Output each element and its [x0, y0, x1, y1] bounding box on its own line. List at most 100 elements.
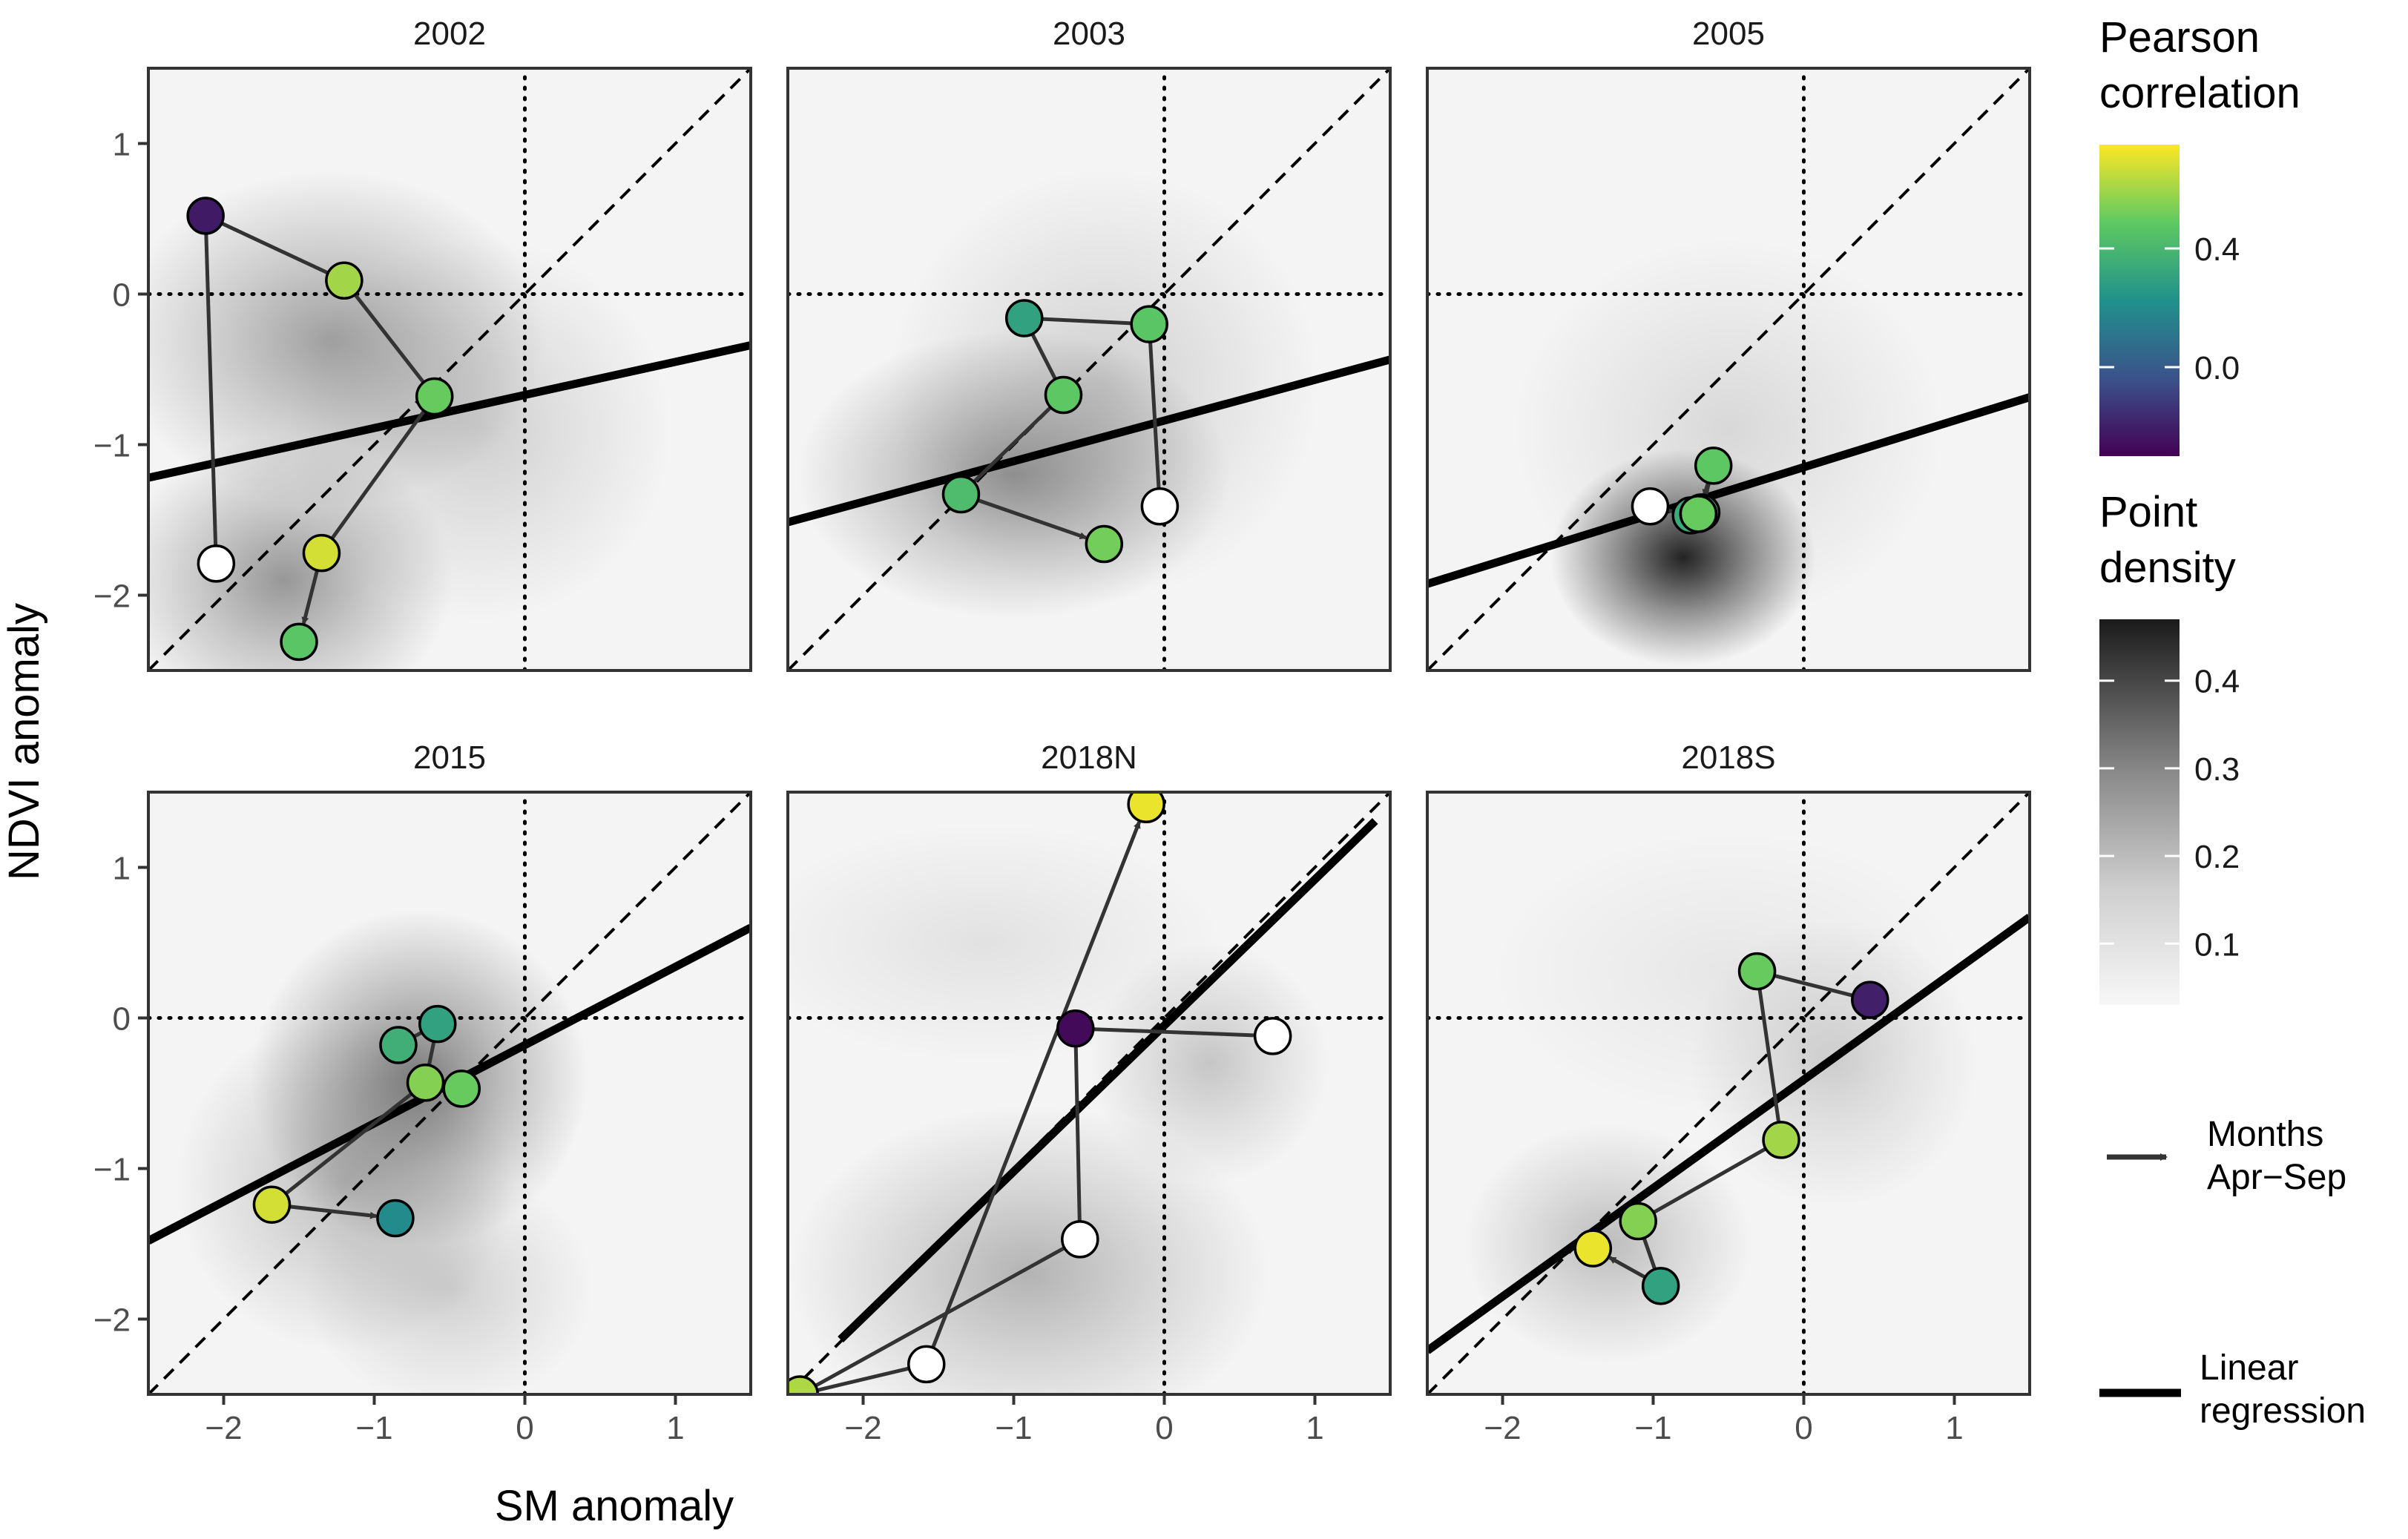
panel-2018S: 2018S −2 −1 0 1: [1426, 739, 2031, 1446]
density-blob: [788, 1105, 1270, 1394]
legend-arrow-label-line2: Apr−Sep: [2207, 1158, 2346, 1197]
month-segment: [1636, 1138, 1783, 1223]
one-to-one-line: [1427, 68, 2030, 670]
color-scale-title-line2: correlation: [2099, 69, 2300, 117]
month-segment: [1073, 1028, 1082, 1239]
month-point: [302, 533, 341, 573]
panels-group: 2002 −2 −1 0 1 2003 2005 2015 −2 −1 0 1 −2 −1 0 1 2018N −…: [93, 16, 2031, 1446]
month-point: [406, 1064, 445, 1102]
panel-border: [1426, 67, 2031, 672]
panel-title: 2005: [1692, 16, 1765, 52]
month-point: [376, 1199, 415, 1238]
month-segment: [1147, 323, 1162, 507]
month-point: [941, 475, 981, 514]
month-point: [1085, 524, 1124, 564]
month-point: [1127, 792, 1165, 823]
y-tick-label: 0: [113, 1001, 131, 1038]
panel-marks: [788, 68, 1390, 670]
panel-marks: [148, 792, 751, 1394]
y-axis-title: NDVI anomaly: [0, 603, 48, 880]
panel-border: [147, 67, 752, 672]
month-point: [1762, 1121, 1800, 1159]
density-tick-label: 0.1: [2194, 926, 2240, 963]
month-point: [907, 1345, 946, 1384]
density-scale-title-line2: density: [2099, 544, 2236, 592]
x-tick-label: −2: [844, 1410, 881, 1446]
x-tick-label: 0: [1155, 1410, 1173, 1446]
month-point: [415, 377, 454, 416]
legend-arrow-key: Months Apr−Sep: [2107, 1115, 2346, 1197]
legend-line-label-line2: regression: [2200, 1391, 2366, 1431]
x-axis-title: SM anomaly: [495, 1482, 734, 1530]
month-point: [1140, 487, 1180, 526]
month-point: [1253, 1017, 1292, 1055]
month-point: [1061, 1220, 1099, 1259]
x-tick-label: −2: [1484, 1410, 1521, 1446]
panel-2015: 2015 −2 −1 0 1 −2 −1 0 1: [93, 739, 752, 1446]
legend-line-label-line1: Linear: [2200, 1348, 2298, 1388]
month-point: [197, 544, 236, 583]
month-segment: [1756, 969, 1871, 1002]
y-tick-label: −2: [93, 1302, 131, 1339]
month-point: [1851, 981, 1889, 1019]
panel-border: [786, 67, 1392, 672]
density-tick-label: 0.3: [2194, 751, 2240, 788]
one-to-one-line: [788, 68, 1390, 670]
panel-border: [1426, 791, 2031, 1396]
panel-title: 2003: [1053, 16, 1125, 52]
panel-2018N: 2018N −2 −1 0 1: [786, 739, 1392, 1446]
legend-arrow-label: Months Apr−Sep: [2207, 1115, 2346, 1197]
y-tick-label: −1: [93, 428, 131, 464]
y-tick-label: −2: [93, 579, 131, 615]
x-tick-label: 1: [666, 1410, 684, 1446]
x-tick-label: 0: [1795, 1410, 1812, 1446]
regression-line: [1427, 914, 2030, 1354]
panel-border: [786, 791, 1392, 1396]
x-tick-label: 1: [1306, 1410, 1323, 1446]
panel-marks: [1427, 68, 2030, 670]
month-segment: [959, 393, 1065, 496]
month-segment: [799, 1362, 927, 1394]
density-scale-title-line1: Point: [2099, 488, 2197, 536]
density-tick-label: 0.2: [2194, 839, 2240, 875]
month-segment: [203, 215, 218, 564]
month-point: [1737, 952, 1777, 991]
month-point: [418, 1004, 457, 1044]
month-segment: [1755, 971, 1783, 1141]
legend-arrow-label-line1: Months: [2207, 1115, 2323, 1154]
legend-line-key: Linear regression: [2099, 1348, 2366, 1431]
one-to-one-line: [1427, 792, 2030, 1394]
month-arrow: [924, 820, 1141, 1365]
y-tick-label: 0: [113, 277, 131, 314]
month-point: [1679, 495, 1718, 533]
panel-title: 2018N: [1041, 739, 1137, 776]
color-scale-ticks: 0.0 0.4: [2099, 231, 2240, 386]
density-scale-bar: [2099, 619, 2180, 1005]
month-point: [788, 1375, 819, 1394]
panel-2002: 2002 −2 −1 0 1: [93, 16, 752, 672]
month-segment: [270, 1081, 427, 1207]
y-tick-label: 1: [113, 127, 131, 163]
month-segment: [342, 279, 436, 398]
month-point: [280, 622, 318, 662]
month-point: [1631, 487, 1670, 526]
panel-border: [147, 791, 752, 1396]
month-point: [1641, 1267, 1680, 1305]
panel-marks: [1427, 792, 2030, 1394]
month-arrow: [960, 492, 1088, 540]
month-point: [1573, 1229, 1613, 1268]
month-point: [1694, 446, 1733, 485]
color-scale-bar: [2099, 145, 2180, 456]
month-point: [325, 261, 363, 300]
month-point: [1619, 1202, 1657, 1241]
color-tick-label: 0.0: [2194, 350, 2240, 386]
legend: Pearson correlation 0.0 0.4 Point density…: [2099, 13, 2366, 1431]
month-segment: [205, 214, 345, 283]
month-point: [379, 1026, 418, 1064]
panel-2003: 2003: [786, 16, 1392, 672]
month-point: [1004, 299, 1044, 337]
regression-line: [788, 355, 1390, 527]
month-segment: [320, 395, 436, 555]
panel-marks: [788, 792, 1390, 1394]
